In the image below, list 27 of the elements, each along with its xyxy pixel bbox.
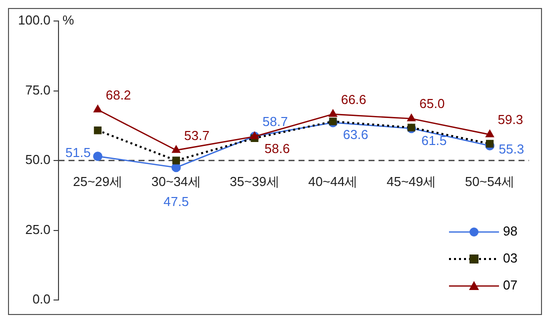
y-tick-label: 50.0 bbox=[25, 152, 51, 168]
y-tick-label: 75.0 bbox=[25, 82, 51, 98]
data-label: 66.6 bbox=[340, 92, 366, 107]
y-axis-title: % bbox=[62, 12, 75, 28]
data-label: 51.5 bbox=[65, 144, 91, 160]
data-label: 58.7 bbox=[262, 114, 288, 129]
data-label: 65.0 bbox=[419, 96, 445, 112]
x-tick-label: 45~49세 bbox=[386, 174, 436, 189]
x-tick-label: 40~44세 bbox=[308, 174, 358, 189]
y-tick-label: 25.0 bbox=[25, 222, 51, 237]
x-tick-label: 50~54세 bbox=[465, 174, 515, 189]
legend-label: 07 bbox=[503, 278, 518, 293]
y-tick-label: 0.0 bbox=[32, 292, 51, 307]
legend-label: 03 bbox=[503, 250, 518, 266]
x-tick-label: 30~34세 bbox=[151, 174, 201, 189]
x-tick-label: 35~39세 bbox=[230, 174, 280, 189]
data-label: 68.2 bbox=[106, 87, 132, 102]
data-label: 63.6 bbox=[342, 127, 368, 142]
data-label: 58.6 bbox=[264, 141, 290, 156]
data-label: 59.3 bbox=[498, 112, 524, 128]
data-label: 61.5 bbox=[421, 132, 447, 148]
data-label: 55.3 bbox=[498, 141, 524, 156]
legend-label: 98 bbox=[503, 224, 518, 239]
x-tick-label: 25~29세 bbox=[72, 174, 122, 189]
y-tick-label: 100.0 bbox=[18, 12, 51, 28]
data-label: 47.5 bbox=[163, 194, 189, 210]
data-label: 53.7 bbox=[184, 128, 210, 143]
